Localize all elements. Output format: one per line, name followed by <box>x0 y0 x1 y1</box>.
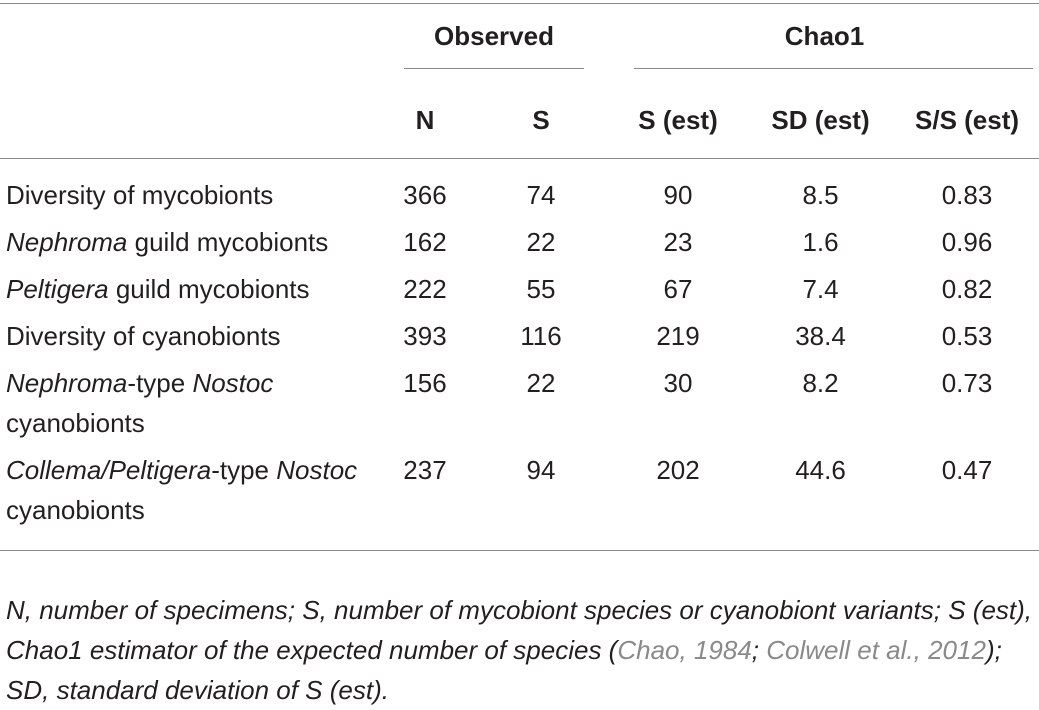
footnote-text: N, number of specimens; S, number of myc… <box>6 595 1033 665</box>
row-label-part: Nephroma <box>6 368 128 398</box>
cell-n: 222 <box>403 274 447 304</box>
chao1-group-label: Chao1 <box>784 21 865 51</box>
row-label-part: Nostoc <box>192 368 274 398</box>
row-label: Nephroma-type Nostoc cyanobionts <box>0 363 378 450</box>
table-row: Diversity of mycobionts 366 74 90 8.5 0.83 <box>0 159 1039 223</box>
cell-s-est: 90 <box>663 180 693 210</box>
cell-s-ratio: 0.83 <box>941 180 993 210</box>
row-label-part: -type <box>127 368 193 398</box>
row-label-part: -type <box>211 455 277 485</box>
cell-s-ratio: 0.73 <box>941 368 993 398</box>
cell-s-ratio: 0.96 <box>941 227 993 257</box>
cell-n: 162 <box>403 227 447 257</box>
cell-n: 366 <box>403 180 447 210</box>
top-rule <box>0 3 1039 4</box>
row-label-part: Nostoc <box>276 455 358 485</box>
row-label: Peltigera guild mycobionts <box>0 269 378 316</box>
chao1-group-rule <box>634 68 1034 69</box>
cell-s-est: 219 <box>656 321 700 351</box>
cell-sd-est: 1.6 <box>802 227 839 257</box>
observed-group-rule <box>404 68 585 69</box>
row-label-part: guild mycobionts <box>127 227 329 257</box>
row-label-part: Nephroma <box>6 227 128 257</box>
table-row: Peltigera guild mycobionts 222 55 67 7.4 0.82 <box>0 269 1039 316</box>
cell-n: 156 <box>403 368 447 398</box>
row-label-part: cyanobionts <box>6 408 145 438</box>
table-row: Diversity of cyanobionts 393 116 219 38.4 0.5… <box>0 316 1039 363</box>
column-header-s-ratio: S/S (est) <box>895 82 1039 159</box>
cell-sd-est: 38.4 <box>795 321 846 351</box>
table-footnote: N, number of specimens; S, number of myc… <box>6 590 1036 710</box>
footnote-text: ); SD, standard deviation of S (est). <box>6 635 1002 705</box>
cell-s: 22 <box>526 227 556 257</box>
cell-s-ratio: 0.82 <box>941 274 993 304</box>
row-label-part: Diversity of cyanobionts <box>6 321 281 351</box>
observed-group-header: Observed <box>378 0 610 82</box>
footnote-text: ; <box>751 635 767 665</box>
table-row: Nephroma guild mycobionts 162 22 23 1.6 0.96 <box>0 222 1039 269</box>
cell-n: 237 <box>378 450 472 551</box>
row-label-part: Collema/Peltigera <box>6 455 212 485</box>
cell-s: 116 <box>520 321 562 351</box>
data-table-container: Observed Chao1 N S S (est) SD (est) S/S … <box>0 0 1039 551</box>
cell-s: 74 <box>526 180 556 210</box>
species-richness-table: Observed Chao1 N S S (est) SD (est) S/S … <box>0 0 1039 551</box>
row-label: Collema/Peltigera-type Nostoc cyanobiont… <box>0 450 378 551</box>
label-column-header <box>0 82 378 159</box>
cell-s: 94 <box>472 450 611 551</box>
row-label-part: Diversity of mycobionts <box>6 180 274 210</box>
observed-group-label: Observed <box>434 21 554 51</box>
cell-s: 22 <box>526 368 556 398</box>
column-header-s: S <box>472 82 611 159</box>
cell-s-ratio: 0.47 <box>895 450 1039 551</box>
cell-s-est: 30 <box>663 368 693 398</box>
cell-sd-est: 8.5 <box>802 180 839 210</box>
cell-s-est: 23 <box>663 227 693 257</box>
cell-sd-est: 8.2 <box>802 368 839 398</box>
cell-sd-est: 7.4 <box>802 274 839 304</box>
cell-n: 393 <box>403 321 447 351</box>
chao1-group-header: Chao1 <box>610 0 1039 82</box>
column-header-s-est: S (est) <box>610 82 747 159</box>
table-body: Diversity of mycobionts 366 74 90 8.5 0.83 Nep… <box>0 159 1039 551</box>
cell-s-ratio: 0.53 <box>941 321 993 351</box>
row-label-part: cyanobionts <box>6 495 145 525</box>
row-label: Nephroma guild mycobionts <box>0 222 378 269</box>
column-header-n: N <box>378 82 472 159</box>
cell-s: 55 <box>526 274 556 304</box>
cell-s-est: 67 <box>663 274 693 304</box>
cell-sd-est: 44.6 <box>746 450 896 551</box>
row-label-part: Peltigera <box>6 274 109 304</box>
empty-corner-cell <box>0 0 378 82</box>
citation-link[interactable]: Chao, 1984 <box>617 635 752 665</box>
row-label-part: guild mycobionts <box>108 274 310 304</box>
citation-link[interactable]: Colwell et al., 2012 <box>766 635 986 665</box>
row-label: Diversity of mycobionts <box>0 159 378 223</box>
table-row: Collema/Peltigera-type Nostoc cyanobiont… <box>0 450 1039 551</box>
cell-s-est: 202 <box>610 450 747 551</box>
table-row: Nephroma-type Nostoc cyanobionts 156 22 30 8… <box>0 363 1039 450</box>
column-header-sd-est: SD (est) <box>746 82 896 159</box>
row-label: Diversity of cyanobionts <box>0 316 378 363</box>
